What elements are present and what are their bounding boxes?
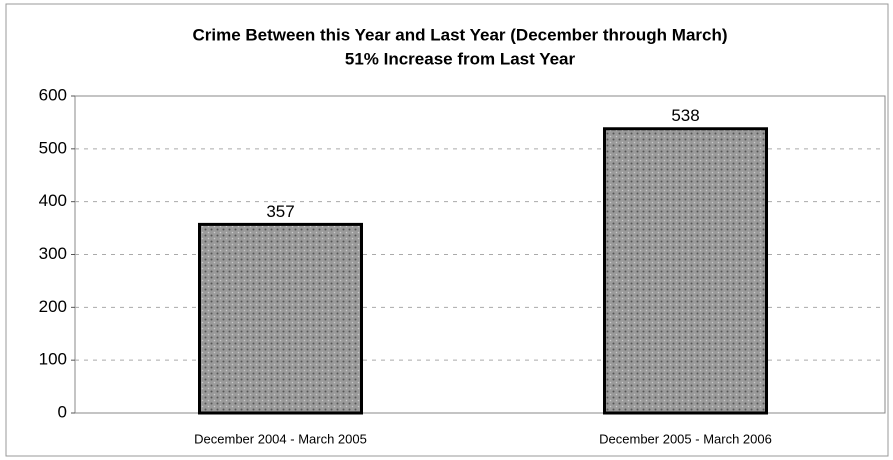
y-tick-label: 400 [39, 191, 67, 210]
y-tick-label: 0 [58, 402, 67, 421]
y-tick-label: 500 [39, 138, 67, 157]
y-tick-label: 200 [39, 297, 67, 316]
chart-title: Crime Between this Year and Last Year (D… [192, 25, 727, 44]
x-tick-label: December 2004 - March 2005 [194, 431, 367, 446]
chart-border [5, 3, 889, 457]
data-label: 538 [671, 106, 699, 125]
x-tick-label: December 2005 - March 2006 [599, 431, 772, 446]
y-tick-label: 100 [39, 350, 67, 369]
y-tick-label: 300 [39, 244, 67, 263]
y-tick-label: 600 [39, 85, 67, 104]
chart-subtitle: 51% Increase from Last Year [345, 49, 576, 68]
bar [603, 127, 768, 415]
bar [198, 222, 363, 415]
data-label: 357 [266, 202, 294, 221]
